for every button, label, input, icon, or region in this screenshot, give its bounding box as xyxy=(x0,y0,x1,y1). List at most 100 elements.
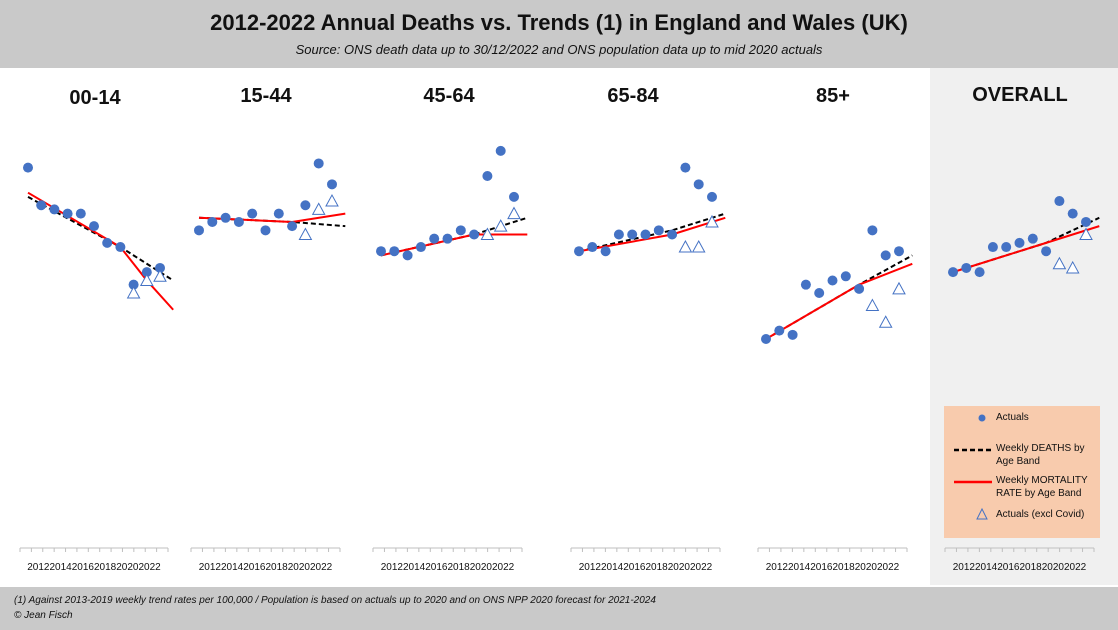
actuals-point xyxy=(1027,233,1038,244)
actuals-point xyxy=(1081,216,1091,227)
actuals-point xyxy=(693,179,704,190)
actuals-point xyxy=(840,271,851,282)
panel-title: 45-64 xyxy=(423,85,475,107)
actuals-point xyxy=(469,229,480,240)
actuals-point xyxy=(128,279,139,290)
excl-covid-point xyxy=(493,219,508,232)
actuals-point xyxy=(761,334,771,344)
actuals-point xyxy=(49,204,60,215)
actuals-point xyxy=(415,242,426,253)
actuals-point xyxy=(894,246,904,257)
actuals-point xyxy=(402,250,413,261)
footnote: (1) Against 2013-2019 weekly trend rates… xyxy=(14,595,656,606)
legend-deaths-label: Weekly DEATHS by Age Band xyxy=(996,443,1085,467)
actuals-point xyxy=(1041,246,1052,257)
x-tick-labels: 201220142016201820202022 xyxy=(27,562,161,573)
panel-title: 65-84 xyxy=(607,85,659,107)
deaths-trend-line xyxy=(952,216,1100,274)
excl-covid-point xyxy=(311,202,326,215)
legend-deaths-line xyxy=(954,448,992,452)
actuals-point xyxy=(814,288,825,299)
actuals-point xyxy=(102,237,113,248)
actuals-point xyxy=(233,216,244,227)
actuals-point xyxy=(115,242,126,253)
actuals-point xyxy=(300,200,311,211)
x-tick-labels: 201220142016201820202022 xyxy=(381,562,515,573)
excl-covid-point xyxy=(691,239,706,253)
actuals-point xyxy=(482,170,493,181)
actuals-point xyxy=(376,246,386,257)
panel-title: OVERALL xyxy=(972,84,1068,106)
legend-actuals-label: Actuals xyxy=(996,412,1029,423)
actuals-point xyxy=(141,267,152,278)
x-tick-labels: 201220142016201820202022 xyxy=(766,562,900,573)
actuals-point xyxy=(389,246,400,257)
deaths-trend-line xyxy=(198,216,346,228)
credit: © Jean Fisch xyxy=(14,610,73,621)
legend-mortality-line xyxy=(954,480,992,484)
actuals-point xyxy=(260,225,271,236)
actuals-point xyxy=(509,191,519,202)
actuals-point xyxy=(89,221,99,232)
deaths-trend-line xyxy=(578,212,726,253)
excl-covid-point xyxy=(507,206,521,220)
excl-covid-point xyxy=(892,281,906,295)
actuals-point xyxy=(1014,237,1025,248)
actuals-point xyxy=(1067,208,1078,219)
legend-excl-covid-label: Actuals (excl Covid) xyxy=(996,509,1085,520)
legend-actuals-marker xyxy=(978,414,986,422)
actuals-point xyxy=(36,200,47,211)
actuals-point xyxy=(23,162,33,173)
actuals-point xyxy=(787,329,798,340)
excl-covid-point xyxy=(865,298,880,312)
actuals-point xyxy=(574,246,584,257)
excl-covid-point xyxy=(1065,260,1080,274)
excl-covid-point xyxy=(480,227,495,240)
panel-title: 85+ xyxy=(816,85,850,107)
actuals-point xyxy=(155,262,165,273)
panel-title: 00-14 xyxy=(69,87,121,109)
actuals-point xyxy=(273,208,284,219)
legend-excl-covid-marker xyxy=(976,507,988,520)
actuals-point xyxy=(455,225,466,236)
actuals-point xyxy=(800,279,811,290)
actuals-point xyxy=(287,221,298,232)
actuals-point xyxy=(600,246,611,257)
chart-subtitle: Source: ONS death data up to 30/12/2022 … xyxy=(295,42,823,57)
excl-covid-point xyxy=(878,315,893,328)
actuals-point xyxy=(880,250,891,261)
mortality-trend-line xyxy=(380,233,528,257)
actuals-point xyxy=(75,208,86,219)
actuals-point xyxy=(495,145,506,156)
actuals-point xyxy=(867,225,878,236)
legend: Actuals Weekly DEATHS by Age Band Weekly… xyxy=(944,406,1100,538)
actuals-point xyxy=(827,275,838,286)
actuals-point xyxy=(987,242,998,253)
header-bar xyxy=(0,0,1118,68)
excl-covid-point xyxy=(126,285,141,299)
actuals-point xyxy=(653,225,664,236)
actuals-point xyxy=(247,208,258,219)
actuals-point xyxy=(774,325,785,336)
charts-area: 00-14 201220142016201820202022 15-44 201220… xyxy=(19,84,1100,573)
actuals-point xyxy=(327,179,337,190)
actuals-point xyxy=(313,158,324,169)
panel-title: 15-44 xyxy=(240,85,292,107)
actuals-point xyxy=(1054,196,1065,207)
actuals-point xyxy=(587,242,598,253)
actuals-point xyxy=(707,191,717,202)
mortality-trend-line xyxy=(27,191,174,311)
actuals-point xyxy=(627,229,638,240)
excl-covid-point xyxy=(678,239,693,253)
excl-covid-point xyxy=(298,227,313,240)
actuals-point xyxy=(961,262,972,273)
x-tick-labels: 201220142016201820202022 xyxy=(199,562,333,573)
actuals-point xyxy=(640,229,651,240)
mortality-trend-line xyxy=(952,225,1100,274)
actuals-point xyxy=(667,229,678,240)
actuals-point xyxy=(62,208,73,219)
excl-covid-point xyxy=(325,194,339,207)
actuals-point xyxy=(613,229,624,240)
x-tick-labels: 201220142016201820202022 xyxy=(579,562,713,573)
excl-covid-point xyxy=(153,269,167,282)
